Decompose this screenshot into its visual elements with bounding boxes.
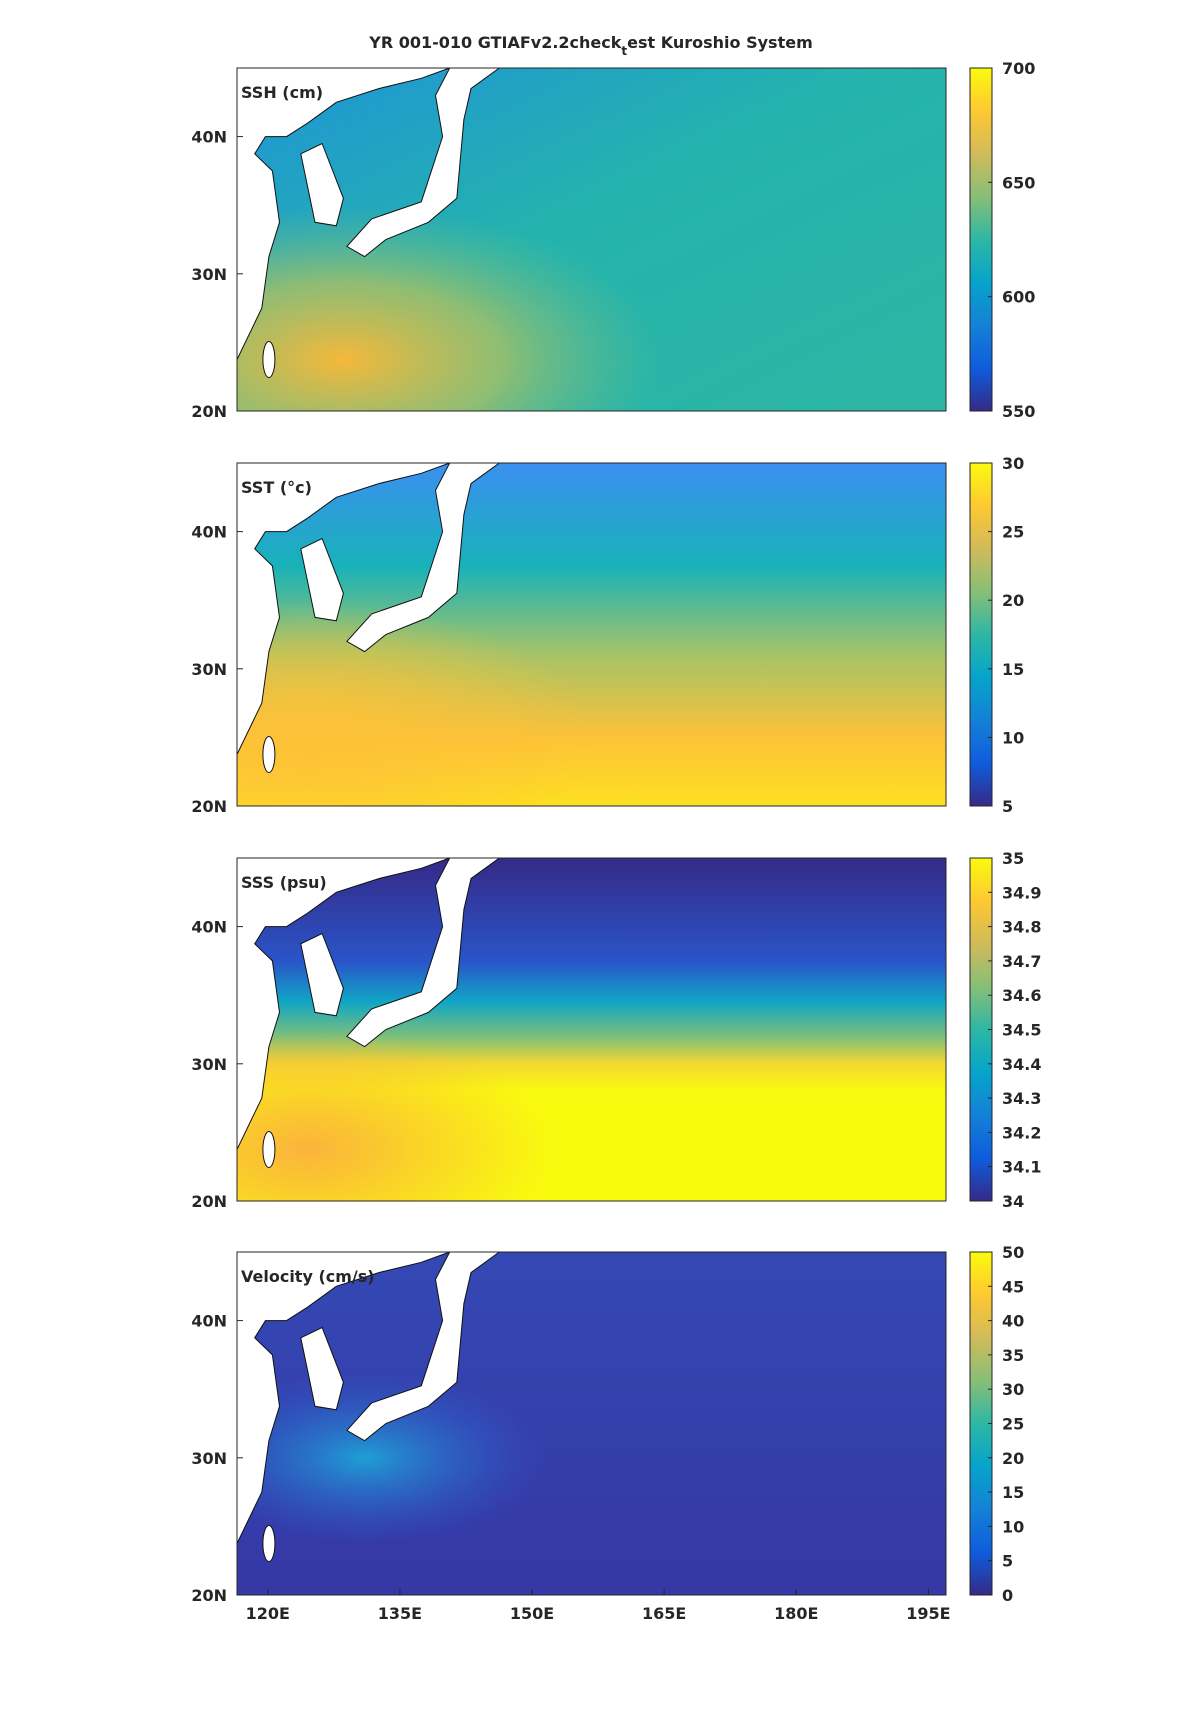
colorbar-tick-label: 34.5 [1002,1021,1041,1040]
island [262,1525,276,1563]
colorbar-tick-label: 34.8 [1002,918,1041,937]
colorbar-tick-label: 35 [1002,1346,1024,1365]
colorbar-tick-label: 35 [1002,849,1024,868]
land [346,67,501,258]
land [300,537,344,622]
land [300,1326,344,1411]
land [236,857,450,1150]
land [300,142,344,227]
colorbar-tick-label: 30 [1002,1380,1024,1399]
panel-label: SSS (psu) [241,873,327,892]
panel-label: Velocity (cm/s) [241,1267,375,1286]
colorbar [969,67,993,412]
y-tick-label: 20N [191,402,227,421]
y-tick-label: 40N [191,523,227,542]
y-tick-label: 20N [191,1586,227,1605]
field-overlay [237,68,946,411]
y-tick-label: 20N [191,1192,227,1211]
colorbar-tick-label: 34.3 [1002,1089,1041,1108]
title-part: YR 001-010 GTIAFv2.2check [368,33,622,52]
island [262,736,276,774]
colorbar-tick-label: 34.1 [1002,1158,1041,1177]
colorbar-tick-label: 34.4 [1002,1055,1041,1074]
colorbar-tick-label: 34 [1002,1192,1024,1211]
colorbar-tick-label: 50 [1002,1243,1024,1262]
axes-frame [236,857,947,1202]
colorbar-tick-label: 40 [1002,1312,1024,1331]
panel-label: SSH (cm) [241,83,323,102]
x-tick-label: 120E [246,1604,290,1623]
x-tick-label: 165E [642,1604,686,1623]
colorbar-tick-label: 34.6 [1002,986,1041,1005]
island [262,1131,276,1169]
field-overlay [237,463,946,806]
figure-title: YR 001-010 GTIAFv2.2checktest Kuroshio S… [368,33,812,58]
colorbar-tick-label: 20 [1002,591,1024,610]
land [346,462,501,653]
axes-frame [236,462,947,807]
colorbar-tick-label: 0 [1002,1586,1013,1605]
y-tick-label: 40N [191,1312,227,1331]
colorbar [969,462,993,807]
y-tick-label: 40N [191,918,227,937]
island [262,341,276,379]
x-tick-label: 135E [378,1604,422,1623]
y-tick-label: 30N [191,1055,227,1074]
colorbar-tick-label: 650 [1002,173,1035,192]
y-tick-label: 30N [191,1449,227,1468]
y-tick-label: 30N [191,660,227,679]
colorbar-tick-label: 34.9 [1002,883,1041,902]
land [346,857,501,1048]
title-part: est Kuroshio System [627,33,813,52]
y-tick-label: 40N [191,128,227,147]
colorbar-tick-label: 25 [1002,1415,1024,1434]
colorbar-tick-label: 10 [1002,728,1024,747]
colorbar-tick-label: 30 [1002,454,1024,473]
colorbar-tick-label: 700 [1002,59,1035,78]
axes-frame [236,1251,947,1596]
field-overlay [237,858,946,1201]
colorbar-tick-label: 25 [1002,523,1024,542]
axes-frame [236,67,947,412]
land [236,1251,450,1544]
x-tick-label: 150E [510,1604,554,1623]
colorbar-tick-label: 10 [1002,1517,1024,1536]
x-tick-label: 180E [774,1604,818,1623]
colorbar-tick-label: 600 [1002,288,1035,307]
field-overlay [237,1252,946,1595]
colorbar-tick-label: 15 [1002,1483,1024,1502]
y-tick-label: 30N [191,265,227,284]
title-subscript: t [621,44,627,58]
colorbar-tick-label: 20 [1002,1449,1024,1468]
x-tick-label: 195E [906,1604,950,1623]
y-tick-label: 20N [191,797,227,816]
land [300,932,344,1017]
land [236,462,450,755]
panel-label: SST (°c) [241,478,312,497]
colorbar-tick-label: 15 [1002,660,1024,679]
colorbar-tick-label: 45 [1002,1277,1024,1296]
land [346,1251,501,1442]
colorbar-tick-label: 5 [1002,1552,1013,1571]
colorbar-tick-label: 34.2 [1002,1123,1041,1142]
colorbar-tick-label: 550 [1002,402,1035,421]
colorbar-tick-label: 34.7 [1002,952,1041,971]
colorbar-tick-label: 5 [1002,797,1013,816]
land [236,67,450,360]
